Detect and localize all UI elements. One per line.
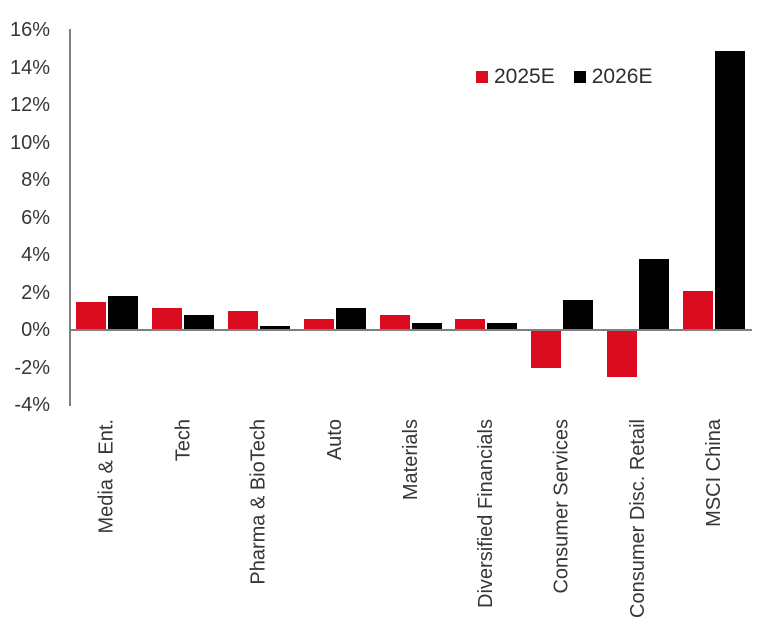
legend-label: 2026E — [591, 65, 653, 88]
bar-2026E-media-ent — [108, 296, 138, 330]
x-axis-label-pharma-biotech: Pharma & BioTech — [248, 419, 270, 585]
y-axis-tick-label: 6% — [21, 206, 50, 229]
legend-swatch-icon — [573, 71, 586, 83]
x-axis-label-consumer-services: Consumer Services — [551, 419, 573, 594]
bar-2025E-materials — [380, 315, 410, 330]
zero-baseline — [69, 329, 752, 331]
y-axis-tick-label: 10% — [9, 131, 50, 154]
bar-2026E-diversified-financials — [487, 323, 517, 331]
bar-2026E-materials — [412, 323, 442, 331]
x-axis-label-tech: Tech — [172, 419, 194, 462]
legend-swatch-icon — [476, 71, 488, 83]
y-axis-tick-label: -2% — [14, 356, 50, 379]
bar-2026E-auto — [336, 308, 366, 331]
y-axis-tick-label: 14% — [9, 56, 50, 79]
legend: 2025E 2026E — [476, 65, 652, 89]
bar-2025E-msci-china — [683, 291, 713, 330]
bar-2025E-consumer-services — [531, 330, 561, 368]
bar-2025E-tech — [152, 308, 182, 331]
y-axis-tick-label: 12% — [9, 94, 50, 116]
y-axis-tick-label: 0% — [21, 319, 50, 341]
bar-2026E-consumer-disc-retail — [639, 259, 669, 330]
bar-2026E-msci-china — [715, 51, 745, 330]
y-axis-tick-label: 2% — [21, 281, 50, 304]
y-axis-line — [69, 29, 71, 406]
bar-2025E-diversified-financials — [455, 319, 485, 330]
legend-item-2026e: 2026E — [573, 65, 653, 89]
bar-2025E-consumer-disc-retail — [607, 330, 637, 377]
x-axis-label-auto: Auto — [324, 419, 346, 461]
bar-2025E-media-ent — [76, 302, 106, 330]
x-axis-label-diversified-financials: Diversified Financials — [475, 419, 497, 608]
legend-label: 2025E — [494, 65, 555, 88]
x-axis-label-materials: Materials — [400, 419, 422, 501]
legend-item-2025e: 2025E — [476, 65, 555, 89]
x-axis-label-consumer-disc-retail: Consumer Disc. Retail — [627, 419, 649, 618]
y-axis-tick-label: 16% — [9, 19, 50, 41]
bar-2025E-pharma-biotech — [228, 311, 258, 330]
y-axis-tick-label: -4% — [14, 394, 50, 416]
bar-2026E-tech — [184, 315, 214, 330]
bar-2026E-consumer-services — [563, 300, 593, 330]
bar-2025E-auto — [304, 319, 334, 330]
y-axis-tick-label: 8% — [21, 169, 50, 191]
y-axis-tick-label: 4% — [21, 244, 50, 266]
bar-2026E-pharma-biotech — [260, 326, 290, 330]
x-axis-label-msci-china: MSCI China — [703, 419, 725, 527]
x-axis-label-media-ent: Media & Ent. — [96, 419, 118, 534]
